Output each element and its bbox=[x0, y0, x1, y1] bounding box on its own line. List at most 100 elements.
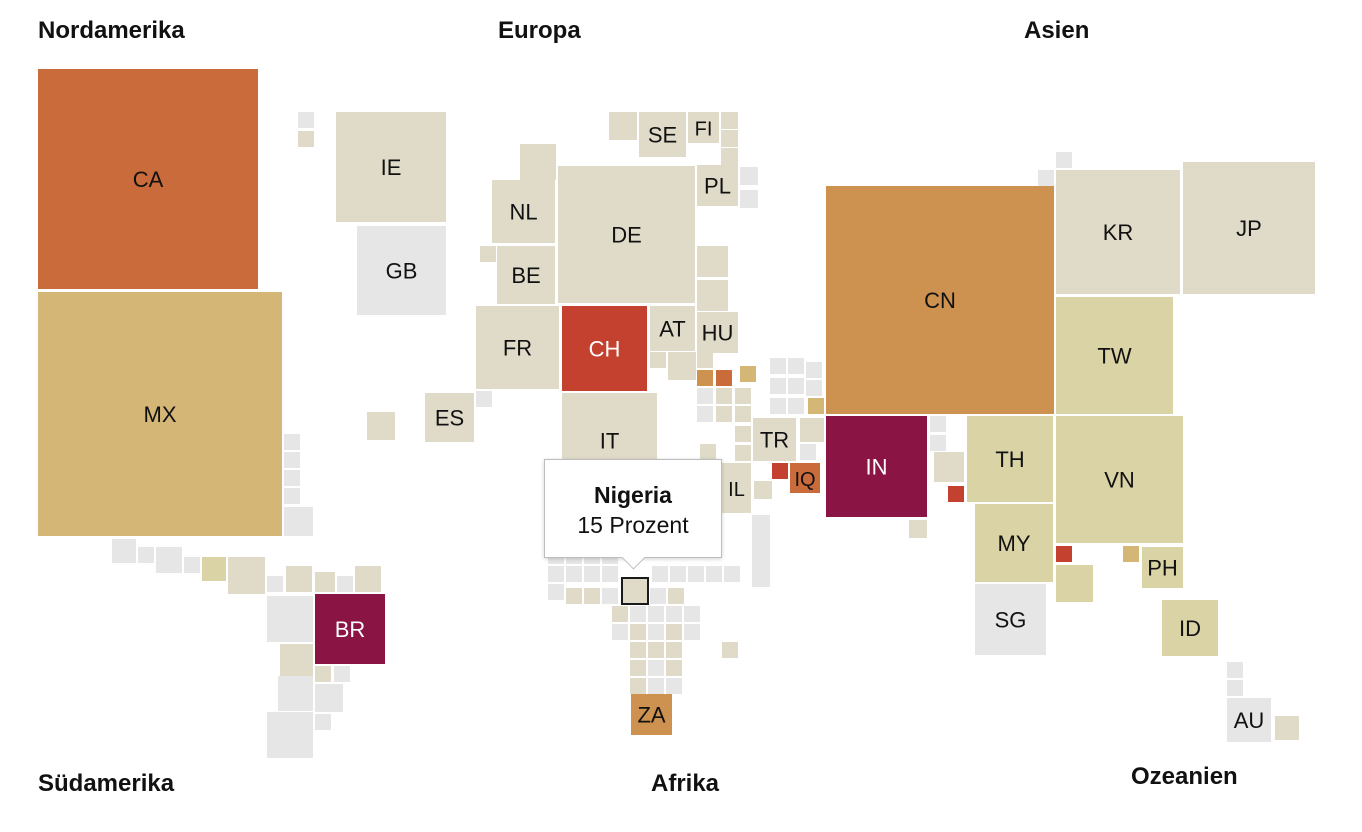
country-tile-small[interactable] bbox=[735, 406, 751, 422]
country-tile-small[interactable] bbox=[688, 566, 704, 582]
country-tile-small[interactable] bbox=[697, 388, 713, 404]
country-tile-small[interactable] bbox=[752, 551, 770, 569]
country-tile-small[interactable] bbox=[740, 167, 758, 185]
country-tile-ph[interactable] bbox=[1142, 547, 1183, 588]
country-tile-small[interactable] bbox=[184, 557, 200, 573]
country-tile-hu[interactable] bbox=[697, 312, 738, 353]
country-tile-small[interactable] bbox=[788, 398, 804, 414]
country-tile-small[interactable] bbox=[355, 566, 381, 592]
country-tile-small[interactable] bbox=[930, 435, 946, 451]
country-tile-small[interactable] bbox=[280, 644, 313, 677]
country-tile-fr[interactable] bbox=[476, 306, 559, 389]
country-tile-small[interactable] bbox=[752, 533, 770, 551]
country-tile-small[interactable] bbox=[670, 566, 686, 582]
country-tile-small[interactable] bbox=[666, 624, 682, 640]
country-tile-small[interactable] bbox=[740, 190, 758, 208]
country-tile-es[interactable] bbox=[425, 393, 474, 442]
country-tile-small[interactable] bbox=[684, 606, 700, 622]
country-tile-iq[interactable] bbox=[790, 463, 820, 493]
country-tile-small[interactable] bbox=[476, 391, 492, 407]
country-tile-small[interactable] bbox=[480, 246, 496, 262]
country-tile-small[interactable] bbox=[284, 488, 300, 504]
country-tile-small[interactable] bbox=[1227, 662, 1243, 678]
country-tile-de[interactable] bbox=[558, 166, 695, 303]
country-tile-small[interactable] bbox=[298, 131, 314, 147]
country-tile-small[interactable] bbox=[284, 470, 300, 486]
country-tile-small[interactable] bbox=[584, 566, 600, 582]
country-tile-small[interactable] bbox=[520, 144, 556, 180]
country-tile-small[interactable] bbox=[752, 569, 770, 587]
country-tile-small[interactable] bbox=[284, 434, 300, 450]
country-tile-small[interactable] bbox=[668, 588, 684, 604]
country-tile-small[interactable] bbox=[648, 660, 664, 676]
country-tile-small[interactable] bbox=[788, 358, 804, 374]
country-tile-small[interactable] bbox=[806, 362, 822, 378]
country-tile-small[interactable] bbox=[770, 378, 786, 394]
country-tile-cn[interactable] bbox=[826, 186, 1054, 414]
country-tile-small[interactable] bbox=[630, 606, 646, 622]
country-tile-small[interactable] bbox=[788, 378, 804, 394]
country-tile-sg[interactable] bbox=[975, 584, 1046, 655]
country-tile-id[interactable] bbox=[1162, 600, 1218, 656]
country-tile-small[interactable] bbox=[808, 398, 824, 414]
country-tile-kr[interactable] bbox=[1056, 170, 1180, 294]
country-tile-small[interactable] bbox=[315, 714, 331, 730]
country-tile-small[interactable] bbox=[650, 588, 666, 604]
country-tile-small[interactable] bbox=[228, 557, 265, 594]
country-tile-small[interactable] bbox=[716, 370, 732, 386]
country-tile-small[interactable] bbox=[806, 380, 822, 396]
country-tile-small[interactable] bbox=[1056, 152, 1072, 168]
country-tile-small[interactable] bbox=[724, 566, 740, 582]
country-tile-small[interactable] bbox=[721, 112, 738, 129]
country-tile-at[interactable] bbox=[650, 306, 695, 351]
country-tile-small[interactable] bbox=[666, 606, 682, 622]
country-tile-small[interactable] bbox=[648, 642, 664, 658]
country-tile-small[interactable] bbox=[630, 642, 646, 658]
country-tile-small[interactable] bbox=[267, 712, 313, 758]
country-tile-nl[interactable] bbox=[492, 180, 555, 243]
country-tile-small[interactable] bbox=[770, 358, 786, 374]
country-tile-se[interactable] bbox=[639, 112, 686, 157]
country-tile-vn[interactable] bbox=[1056, 416, 1183, 543]
country-tile-small[interactable] bbox=[548, 566, 564, 582]
country-tile-small[interactable] bbox=[666, 660, 682, 676]
country-tile-small[interactable] bbox=[278, 676, 313, 711]
country-tile-il[interactable] bbox=[722, 463, 751, 513]
country-tile-small[interactable] bbox=[668, 352, 696, 380]
country-tile-small[interactable] bbox=[609, 112, 637, 140]
country-tile-tr[interactable] bbox=[753, 418, 796, 461]
country-tile-ch[interactable] bbox=[562, 306, 647, 391]
country-tile-small[interactable] bbox=[735, 388, 751, 404]
country-tile-small[interactable] bbox=[648, 678, 664, 694]
country-tile-small[interactable] bbox=[650, 352, 666, 368]
country-tile-small[interactable] bbox=[267, 596, 313, 642]
country-tile-small[interactable] bbox=[267, 576, 283, 592]
country-tile-small[interactable] bbox=[697, 280, 728, 311]
country-tile-small[interactable] bbox=[584, 588, 600, 604]
country-tile-small[interactable] bbox=[315, 572, 335, 592]
country-tile-be[interactable] bbox=[497, 246, 555, 304]
country-tile-small[interactable] bbox=[334, 666, 350, 682]
country-tile-za[interactable] bbox=[631, 694, 672, 735]
country-tile-small[interactable] bbox=[138, 547, 154, 563]
country-tile-small[interactable] bbox=[735, 445, 751, 461]
country-tile-pl[interactable] bbox=[697, 165, 738, 206]
country-tile-small[interactable] bbox=[612, 624, 628, 640]
country-tile-small[interactable] bbox=[697, 370, 713, 386]
country-tile-small[interactable] bbox=[1038, 170, 1054, 186]
country-tile-ie[interactable] bbox=[336, 112, 446, 222]
country-tile-small[interactable] bbox=[800, 444, 816, 460]
country-tile-small[interactable] bbox=[772, 463, 788, 479]
country-tile-small[interactable] bbox=[754, 481, 772, 499]
country-tile-small[interactable] bbox=[315, 666, 331, 682]
country-tile-ng[interactable] bbox=[621, 577, 649, 605]
country-tile-small[interactable] bbox=[367, 412, 395, 440]
country-tile-small[interactable] bbox=[566, 566, 582, 582]
country-tile-small[interactable] bbox=[337, 576, 353, 592]
country-tile-small[interactable] bbox=[286, 566, 312, 592]
country-tile-small[interactable] bbox=[716, 406, 732, 422]
country-tile-fi[interactable] bbox=[688, 112, 719, 143]
country-tile-small[interactable] bbox=[721, 148, 738, 165]
country-tile-small[interactable] bbox=[284, 507, 313, 536]
country-tile-small[interactable] bbox=[1275, 716, 1299, 740]
